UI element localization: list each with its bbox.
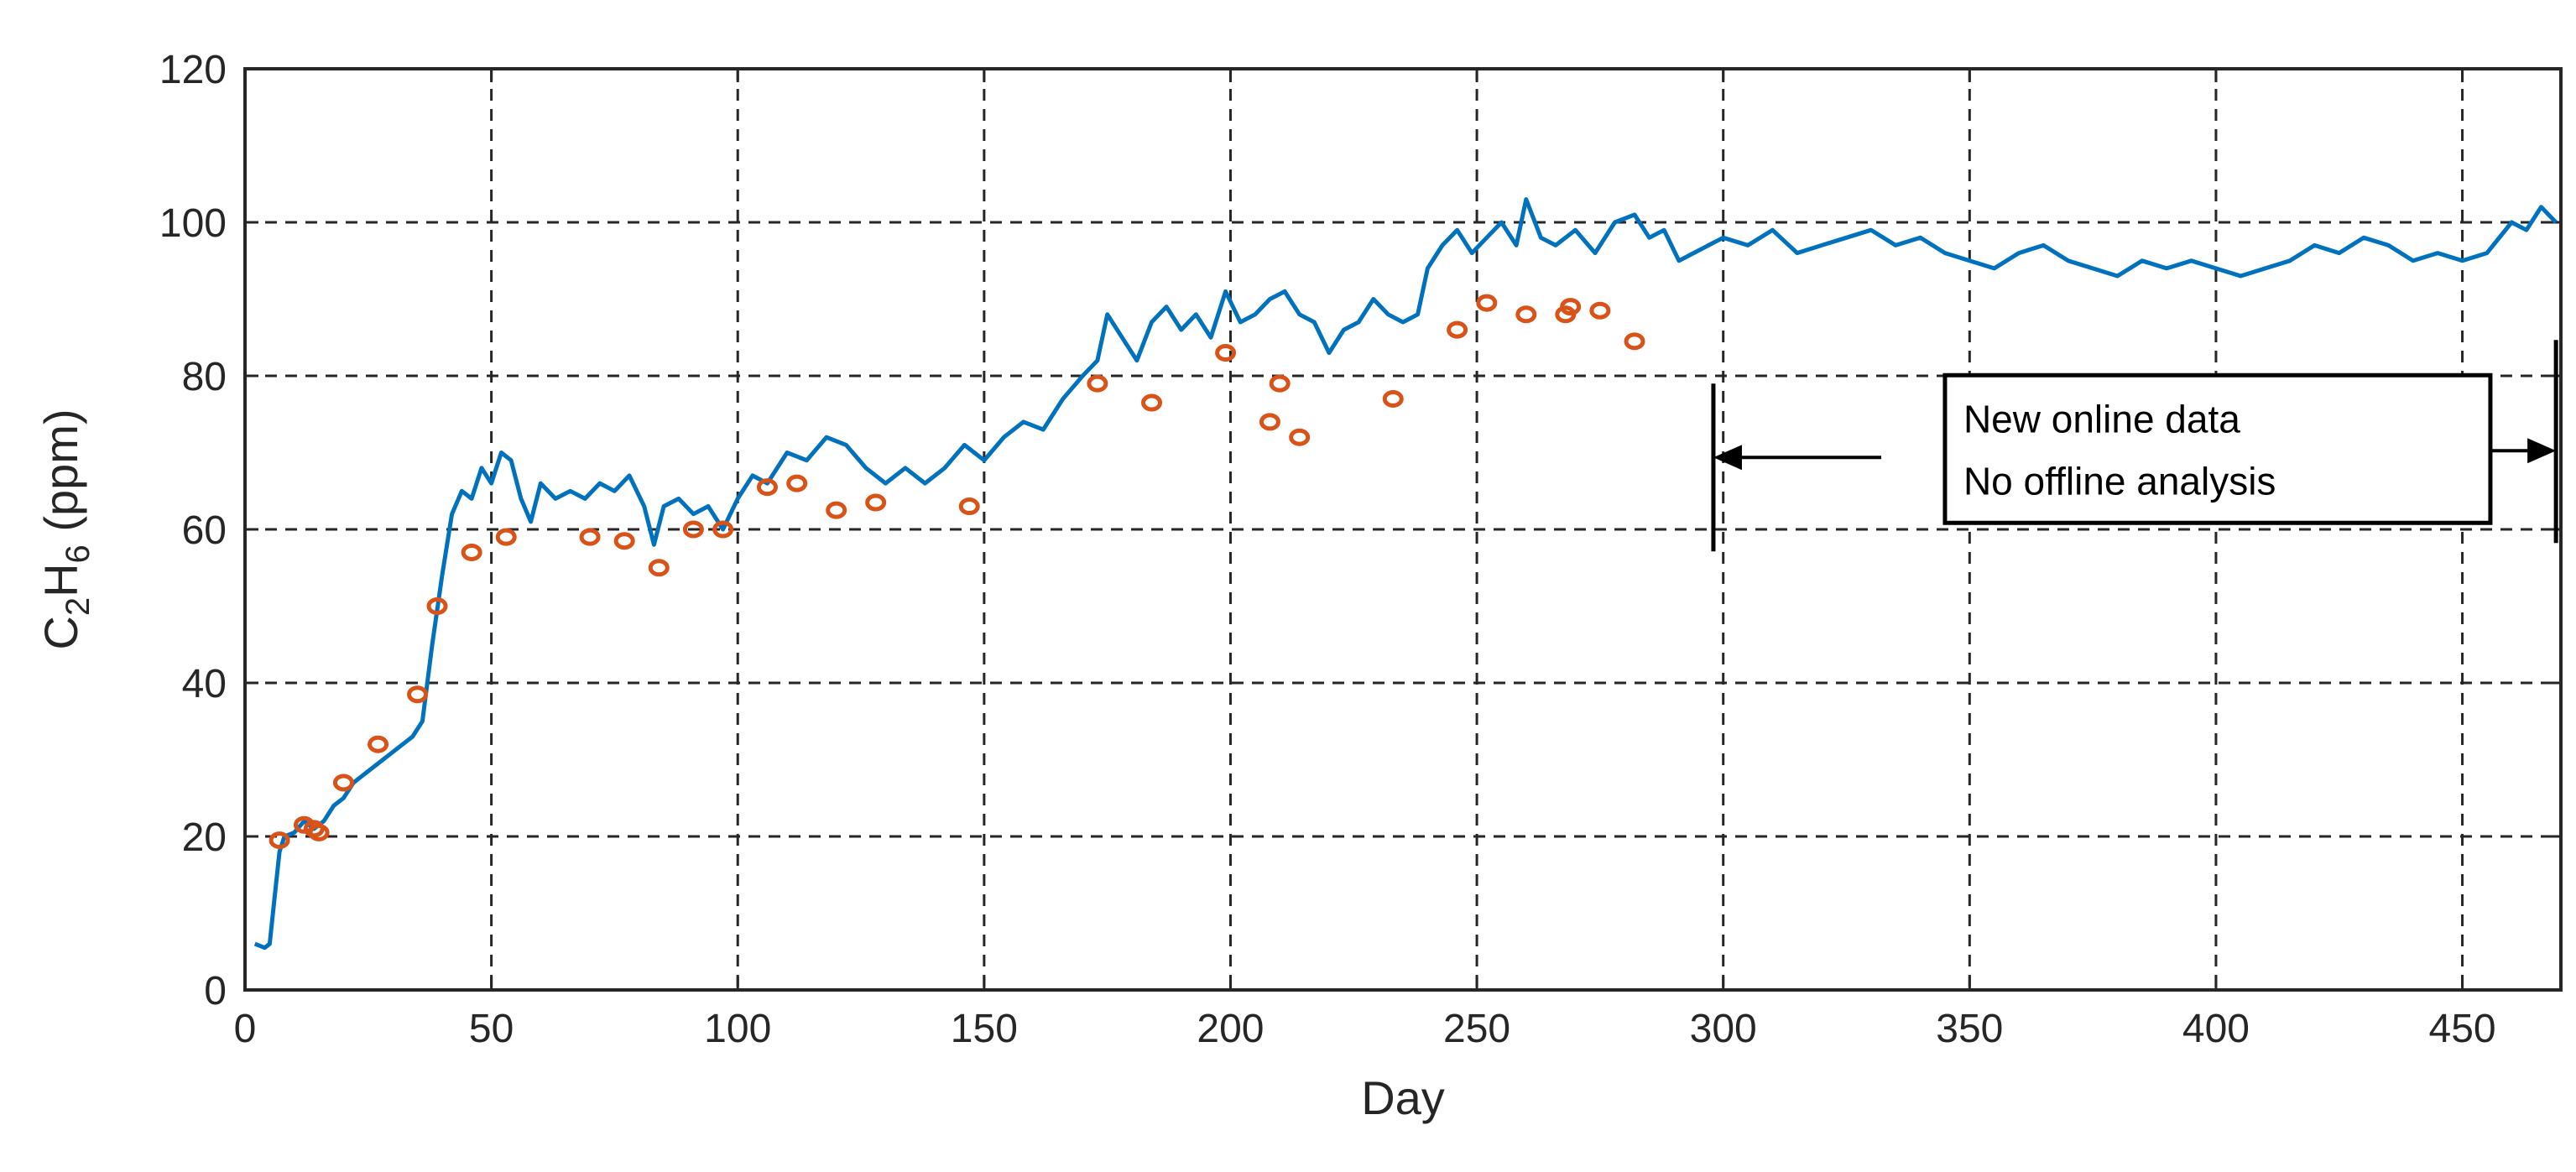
offline-point: [786, 474, 808, 492]
ylabel-sub-6: 6: [60, 544, 96, 563]
offline-point: [1215, 344, 1237, 362]
offline-point: [1141, 393, 1163, 412]
series: [253, 197, 2558, 951]
offline-point: [308, 823, 330, 841]
y-tick-label: 20: [182, 815, 227, 860]
offline-point: [495, 528, 517, 546]
offline-point: [407, 685, 429, 704]
online-series-line: [253, 197, 2558, 951]
annotation-box: [1942, 372, 2493, 525]
offline-point: [826, 501, 847, 519]
offline-point: [426, 597, 448, 615]
x-tick-label: 400: [2182, 1007, 2250, 1051]
offline-point: [613, 532, 635, 550]
y-axis-label: C2H6 (ppm): [34, 409, 96, 649]
offline-point: [1476, 294, 1498, 312]
offline-point: [1269, 374, 1291, 393]
x-tick-label: 300: [1690, 1007, 1757, 1051]
offline-point: [682, 520, 704, 539]
y-ticks: 0 20 40 60 80 100 120: [159, 48, 2561, 1013]
ylabel-unit: (ppm): [34, 409, 87, 544]
x-ticks: 0 50 100 150 200 250 300 350 400 450: [234, 69, 2496, 1051]
offline-point: [1515, 305, 1537, 324]
y-tick-label: 100: [159, 201, 227, 246]
x-tick-label: 150: [951, 1007, 1018, 1051]
offline-point: [648, 559, 670, 577]
offline-point: [1259, 413, 1280, 431]
offline-point: [958, 497, 980, 516]
annotation-line-2: No offline analysis: [1963, 459, 2276, 503]
offline-point: [712, 520, 734, 539]
y-tick-label: 0: [204, 969, 227, 1013]
offline-point: [579, 528, 601, 546]
annotation-left-arrowhead: [1713, 445, 1742, 471]
ylabel-h: H: [34, 563, 87, 596]
y-tick-label: 120: [159, 48, 227, 92]
ylabel-sub-2: 2: [60, 597, 96, 616]
offline-point: [368, 735, 389, 753]
grid: [245, 69, 2561, 990]
x-tick-label: 50: [469, 1007, 514, 1051]
offline-point: [1289, 428, 1311, 446]
y-tick-label: 60: [182, 508, 227, 553]
y-tick-label: 40: [182, 662, 227, 706]
ylabel-c: C: [34, 616, 87, 649]
x-axis-label: Day: [1361, 1071, 1445, 1124]
x-tick-label: 100: [704, 1007, 771, 1051]
annotation: New online data No offline analysis: [1711, 340, 2558, 552]
x-tick-label: 250: [1443, 1007, 1510, 1051]
offline-point: [1382, 389, 1404, 408]
offline-point: [1589, 301, 1611, 320]
offline-point: [332, 774, 354, 792]
offline-point: [1560, 298, 1582, 316]
offline-point: [461, 543, 482, 561]
offline-point: [865, 493, 887, 512]
offline-point: [1087, 374, 1108, 393]
x-tick-label: 450: [2429, 1007, 2496, 1051]
x-tick-label: 200: [1197, 1007, 1264, 1051]
offline-point: [1447, 320, 1468, 339]
y-tick-label: 80: [182, 355, 227, 399]
annotation-line-1: New online data: [1963, 397, 2240, 440]
offline-point: [1624, 332, 1645, 351]
offline-point: [269, 831, 290, 850]
offline-point: [756, 478, 778, 497]
x-tick-label: 0: [234, 1007, 257, 1051]
x-tick-label: 350: [1936, 1007, 2003, 1051]
annotation-right-arrowhead: [2527, 438, 2557, 464]
